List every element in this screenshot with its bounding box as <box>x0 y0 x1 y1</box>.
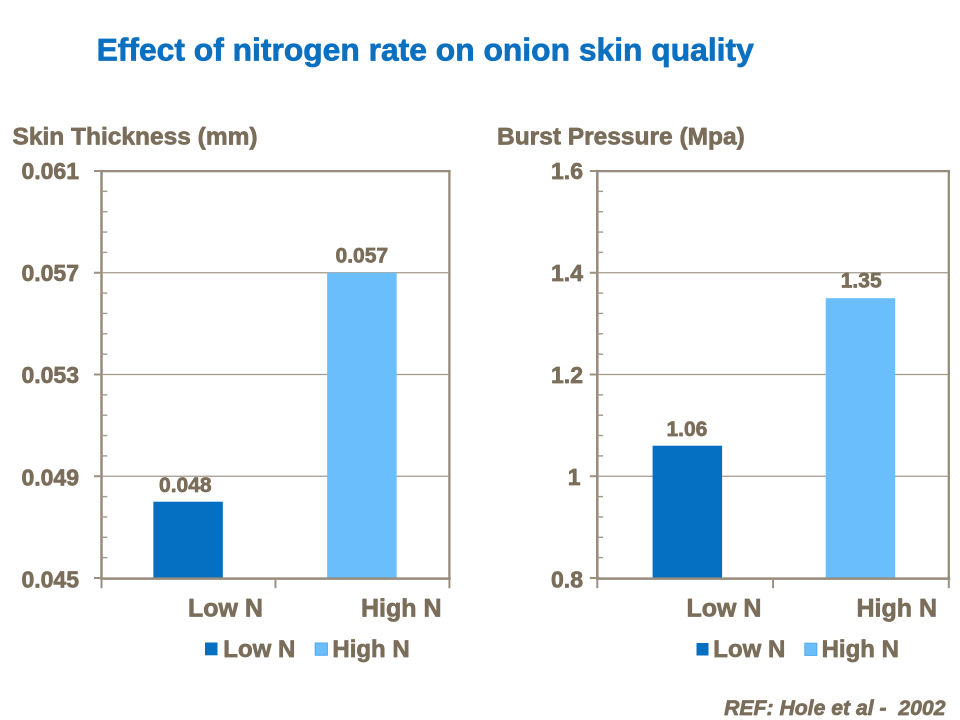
svg-text:1.06: 1.06 <box>666 418 707 441</box>
svg-text:High N: High N <box>857 594 938 622</box>
svg-text:High N: High N <box>332 636 409 663</box>
svg-text:Effect of nitrogen rate on oni: Effect of nitrogen rate on onion skin qu… <box>97 32 754 68</box>
svg-text:1.35: 1.35 <box>841 270 882 293</box>
svg-text:High N: High N <box>822 636 899 663</box>
svg-text:0.049: 0.049 <box>21 464 79 490</box>
svg-text:0.045: 0.045 <box>21 567 79 593</box>
svg-text:Low N: Low N <box>687 594 762 622</box>
svg-text:Low N: Low N <box>188 594 263 622</box>
svg-text:1.6: 1.6 <box>551 158 583 184</box>
svg-text:Low N: Low N <box>223 636 295 663</box>
svg-text:0.8: 0.8 <box>551 567 583 593</box>
svg-text:1.4: 1.4 <box>551 260 583 286</box>
svg-text:Burst Pressure (Mpa): Burst Pressure (Mpa) <box>497 124 745 151</box>
svg-text:Low N: Low N <box>713 636 785 663</box>
svg-text:1: 1 <box>568 464 581 490</box>
svg-text:0.061: 0.061 <box>21 158 79 184</box>
svg-text:High N: High N <box>361 594 442 622</box>
svg-text:Skin Thickness (mm): Skin Thickness (mm) <box>13 124 258 151</box>
svg-text:REF: Hole et al - 2002: REF: Hole et al - 2002 <box>724 697 946 720</box>
svg-text:0.048: 0.048 <box>159 474 212 497</box>
svg-text:1.2: 1.2 <box>551 362 583 388</box>
svg-text:0.057: 0.057 <box>21 260 79 286</box>
svg-text:0.057: 0.057 <box>336 244 389 267</box>
svg-text:0.053: 0.053 <box>21 362 79 388</box>
